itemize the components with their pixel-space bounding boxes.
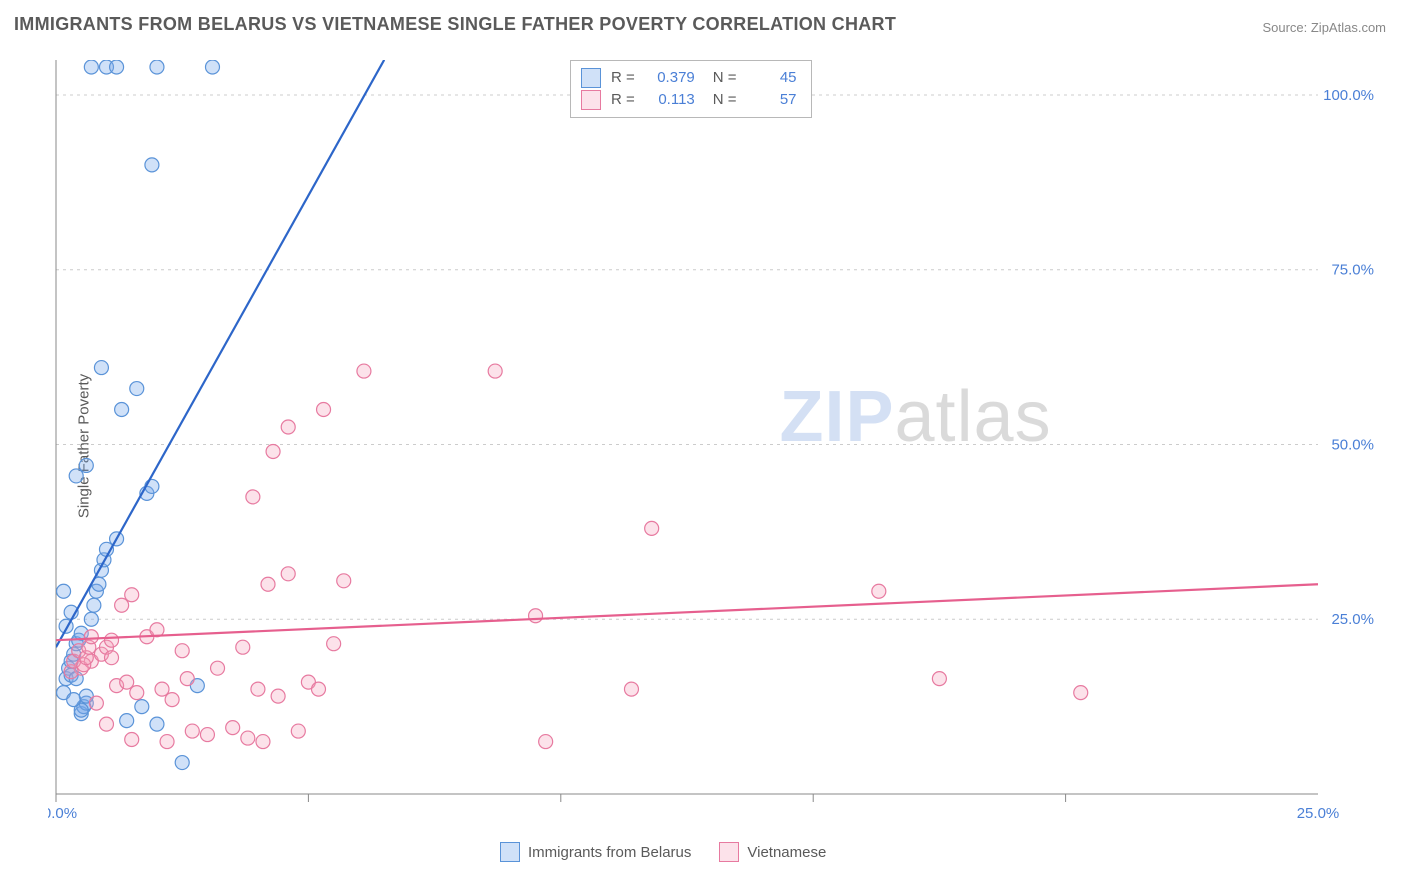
data-point: [89, 696, 103, 710]
data-point: [130, 382, 144, 396]
scatter-plot: 25.0% 50.0% 75.0% 100.0% 0.0% 25.0%: [48, 52, 1378, 824]
data-point: [200, 728, 214, 742]
r-value: 0.379: [645, 67, 695, 89]
legend-series: Immigrants from Belarus Vietnamese: [500, 842, 826, 862]
data-point: [932, 672, 946, 686]
data-point: [226, 721, 240, 735]
legend-swatch: [581, 90, 601, 110]
data-point: [180, 672, 194, 686]
source-label: Source: ZipAtlas.com: [1262, 20, 1386, 35]
legend-swatch: [581, 68, 601, 88]
x-tick-label: 0.0%: [48, 805, 77, 822]
data-point: [271, 689, 285, 703]
legend-series-item: Immigrants from Belarus: [500, 842, 691, 862]
data-point: [120, 675, 134, 689]
legend-swatch: [719, 842, 739, 862]
data-point: [175, 756, 189, 770]
legend-stat-row: R = 0.113 N = 57: [581, 89, 797, 111]
legend-stats: R = 0.379 N = 45 R = 0.113 N = 57: [570, 60, 812, 118]
y-tick-label: 25.0%: [1331, 611, 1374, 628]
data-point: [150, 60, 164, 74]
data-point: [327, 637, 341, 651]
data-point: [165, 693, 179, 707]
data-point: [211, 661, 225, 675]
n-label: N =: [713, 89, 737, 111]
data-point: [57, 584, 71, 598]
data-point: [115, 403, 129, 417]
data-point: [175, 644, 189, 658]
data-point: [529, 609, 543, 623]
data-point: [539, 735, 553, 749]
data-point: [160, 735, 174, 749]
data-point: [266, 444, 280, 458]
n-value: 57: [747, 89, 797, 111]
data-point: [645, 521, 659, 535]
data-point: [261, 577, 275, 591]
data-point: [246, 490, 260, 504]
y-tick-label: 50.0%: [1331, 436, 1374, 453]
n-value: 45: [747, 67, 797, 89]
data-point: [130, 686, 144, 700]
data-point: [311, 682, 325, 696]
data-point: [1074, 686, 1088, 700]
data-point: [69, 469, 83, 483]
data-point: [337, 574, 351, 588]
r-value: 0.113: [645, 89, 695, 111]
x-tick-label: 25.0%: [1297, 805, 1340, 822]
regression-line: [56, 584, 1318, 640]
chart-title: IMMIGRANTS FROM BELARUS VS VIETNAMESE SI…: [14, 14, 896, 35]
legend-swatch: [500, 842, 520, 862]
data-point: [291, 724, 305, 738]
legend-stat-row: R = 0.379 N = 45: [581, 67, 797, 89]
data-point: [281, 420, 295, 434]
r-label: R =: [611, 89, 635, 111]
y-tick-label: 100.0%: [1323, 87, 1374, 104]
data-point: [256, 735, 270, 749]
data-point: [79, 458, 93, 472]
data-point: [155, 682, 169, 696]
data-point: [84, 630, 98, 644]
data-point: [84, 612, 98, 626]
series-1: [64, 364, 1088, 748]
data-point: [251, 682, 265, 696]
data-point: [205, 60, 219, 74]
data-point: [105, 651, 119, 665]
data-point: [125, 588, 139, 602]
data-point: [236, 640, 250, 654]
data-point: [94, 361, 108, 375]
data-point: [99, 717, 113, 731]
data-point: [84, 60, 98, 74]
legend-series-label: Vietnamese: [747, 844, 826, 861]
r-label: R =: [611, 67, 635, 89]
data-point: [241, 731, 255, 745]
data-point: [317, 403, 331, 417]
data-point: [125, 732, 139, 746]
data-point: [281, 567, 295, 581]
data-point: [67, 693, 81, 707]
data-point: [145, 158, 159, 172]
data-point: [488, 364, 502, 378]
data-point: [120, 714, 134, 728]
legend-series-label: Immigrants from Belarus: [528, 844, 691, 861]
data-point: [872, 584, 886, 598]
data-point: [357, 364, 371, 378]
data-point: [115, 598, 129, 612]
data-point: [135, 700, 149, 714]
data-point: [87, 598, 101, 612]
data-point: [110, 60, 124, 74]
regression-line: [56, 60, 384, 647]
data-point: [150, 717, 164, 731]
n-label: N =: [713, 67, 737, 89]
regression-line-dashed: [302, 52, 433, 207]
y-tick-label: 75.0%: [1331, 262, 1374, 279]
data-point: [105, 633, 119, 647]
data-point: [185, 724, 199, 738]
legend-series-item: Vietnamese: [719, 842, 826, 862]
data-point: [624, 682, 638, 696]
